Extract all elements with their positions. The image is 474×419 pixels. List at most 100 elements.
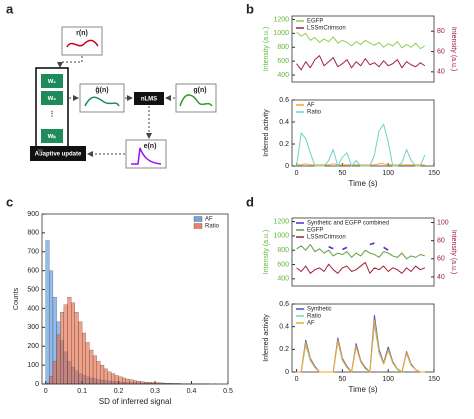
node-box bbox=[134, 92, 164, 105]
x-axis-label: Time (s) bbox=[348, 179, 377, 188]
histogram-bar bbox=[71, 302, 75, 385]
arrows bbox=[37, 56, 175, 157]
histogram-bar bbox=[107, 371, 112, 385]
y-tick-label: 300 bbox=[27, 324, 39, 331]
series-line bbox=[328, 242, 389, 251]
legend-label: Synthetic and EGFP combined bbox=[307, 221, 389, 227]
y-tick-label: 600 bbox=[27, 268, 39, 275]
y-axis-label: Inferred activity bbox=[263, 314, 270, 362]
x-tick-label: 100 bbox=[382, 376, 394, 383]
plot-frame bbox=[291, 303, 435, 373]
y2-tick-label: 100 bbox=[437, 219, 449, 226]
y2-tick-label: 60 bbox=[437, 256, 445, 263]
y-tick-label: 800 bbox=[27, 230, 39, 237]
legend-label: AF bbox=[205, 217, 213, 223]
node-box bbox=[61, 26, 103, 56]
series-line bbox=[296, 319, 425, 373]
legend-label: Ratio bbox=[307, 314, 322, 320]
node-label: r(n) bbox=[76, 30, 88, 37]
x-tick-label: 0.4 bbox=[187, 388, 197, 395]
y-tick-label: 500 bbox=[27, 286, 39, 293]
series-line bbox=[296, 323, 425, 373]
y-tick-label: 1200 bbox=[273, 218, 289, 225]
series-line bbox=[296, 123, 426, 167]
plot-frame bbox=[291, 217, 435, 287]
node-label: ⋮ bbox=[49, 110, 56, 118]
node-box bbox=[125, 139, 167, 169]
series-line bbox=[296, 261, 426, 274]
node-label: nLMS bbox=[141, 97, 157, 103]
legend-label: LSSmCrimson bbox=[307, 26, 346, 32]
y2-tick-label: 60 bbox=[437, 48, 445, 55]
x-tick-label: 0.1 bbox=[77, 388, 87, 395]
legend-swatch bbox=[193, 216, 203, 222]
histogram-bar bbox=[78, 321, 83, 385]
legend-label: Ratio bbox=[307, 110, 322, 116]
histogram-bar bbox=[100, 364, 105, 385]
plot-frame bbox=[291, 15, 435, 83]
y-tick-label: 0.4 bbox=[279, 119, 289, 126]
histogram-bar bbox=[125, 378, 130, 385]
y-tick-label: 0.6 bbox=[279, 97, 289, 104]
histogram-bar bbox=[52, 361, 57, 385]
histogram-bar bbox=[133, 380, 137, 385]
x-tick-label: 0 bbox=[44, 388, 48, 395]
panel-label: d bbox=[246, 194, 254, 209]
node-label: ĝ(n) bbox=[95, 87, 108, 94]
y-tick-label: 0.4 bbox=[279, 324, 289, 331]
histogram-bar bbox=[89, 349, 94, 385]
histogram-bar bbox=[136, 381, 141, 385]
signal-icon bbox=[84, 96, 120, 107]
weight-box bbox=[41, 129, 63, 143]
panel-label: b bbox=[246, 1, 254, 16]
y-tick-label: 0.2 bbox=[279, 346, 289, 353]
signal-icon bbox=[179, 94, 213, 107]
y-tick-label: 1000 bbox=[273, 233, 289, 240]
x-tick-label: 0 bbox=[295, 170, 299, 177]
y-tick-label: 0 bbox=[35, 381, 39, 388]
x-axis-label: Time (s) bbox=[348, 385, 377, 394]
y2-tick-label: 80 bbox=[437, 238, 445, 245]
node-box bbox=[30, 146, 86, 161]
histogram-bar bbox=[129, 379, 134, 385]
histogram-bar bbox=[74, 312, 79, 385]
histogram-bar bbox=[49, 376, 54, 385]
panel-label: c bbox=[6, 194, 13, 209]
y-tick-label: 400 bbox=[27, 305, 39, 312]
y-tick-label: 900 bbox=[27, 211, 39, 218]
legend-label: LSSmCrimson bbox=[307, 235, 346, 241]
series-line bbox=[296, 163, 425, 166]
x-axis-label: SD of inferred signal bbox=[99, 397, 172, 406]
signal-icon bbox=[131, 147, 162, 165]
histogram-bar bbox=[85, 342, 90, 385]
node-label: w₁ bbox=[47, 78, 56, 85]
y-tick-label: 800 bbox=[277, 44, 289, 51]
y-tick-label: 400 bbox=[277, 276, 289, 283]
legend-label: Synthetic bbox=[307, 307, 332, 313]
histogram-bar bbox=[111, 373, 116, 385]
histogram-bar bbox=[56, 334, 61, 385]
histogram-bar bbox=[92, 355, 97, 385]
node-label: wₖ bbox=[47, 133, 56, 140]
x-tick-label: 50 bbox=[338, 376, 346, 383]
legend-label: AF bbox=[307, 321, 315, 327]
node-label: e(n) bbox=[144, 143, 157, 150]
y2-tick-label: 40 bbox=[437, 274, 445, 281]
y-tick-label: 700 bbox=[27, 249, 39, 256]
y-tick-label: 200 bbox=[27, 343, 39, 350]
y-axis-label: Counts bbox=[13, 287, 20, 310]
histogram-bar bbox=[45, 240, 50, 385]
weight-box bbox=[41, 91, 63, 105]
y-tick-label: 0 bbox=[285, 163, 289, 170]
y2-tick-label: 80 bbox=[437, 28, 445, 35]
diagram: r(n) w₁ w₂ ⋮ wₖ ĝ(n) nLMS g(n) e(n) Adap… bbox=[30, 26, 217, 169]
histogram-bar bbox=[60, 312, 65, 385]
y-tick-label: 600 bbox=[277, 261, 289, 268]
histogram-bar bbox=[63, 304, 68, 385]
y-tick-label: 600 bbox=[277, 58, 289, 65]
legend-label: Ratio bbox=[205, 224, 220, 230]
legend-label: AF bbox=[307, 103, 315, 109]
x-tick-label: 100 bbox=[382, 170, 394, 177]
y-axis-label: Intensity (a.u.) bbox=[263, 230, 270, 274]
